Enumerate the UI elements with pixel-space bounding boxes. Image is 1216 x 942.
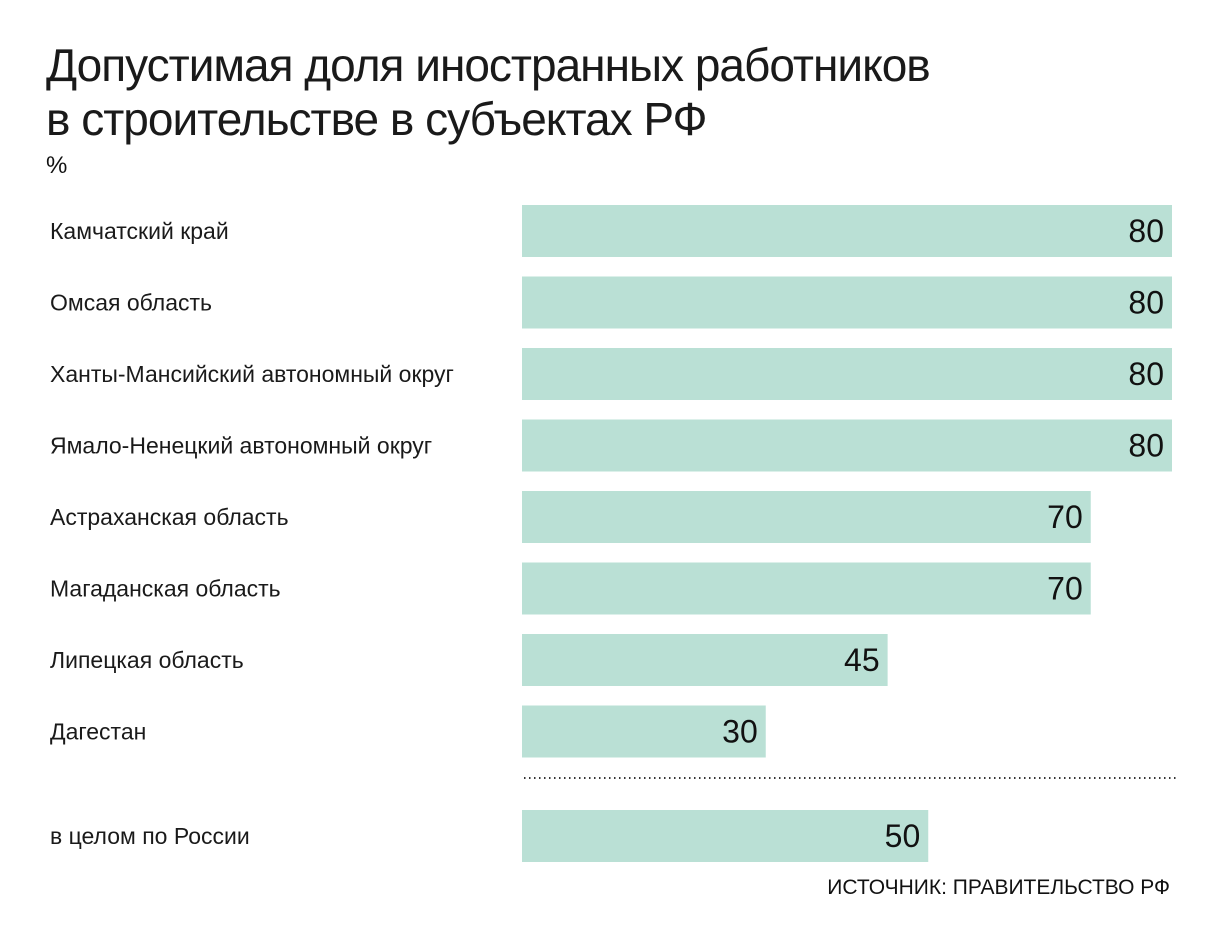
data-label-1: 80 xyxy=(1128,285,1164,321)
category-label-6: Липецкая область xyxy=(50,647,244,673)
data-label-2: 80 xyxy=(1128,356,1164,392)
data-label-total: 50 xyxy=(885,818,921,854)
bar-1 xyxy=(522,276,1172,329)
category-label-1: Омсая область xyxy=(50,290,212,316)
chart-title: Допустимая доля иностранных работников в… xyxy=(46,38,931,146)
category-label-7: Дагестан xyxy=(50,719,146,745)
data-label-4: 70 xyxy=(1047,499,1083,535)
data-label-5: 70 xyxy=(1047,571,1083,607)
data-label-7: 30 xyxy=(722,714,758,750)
category-label-5: Магаданская область xyxy=(50,576,281,602)
bar-0 xyxy=(522,205,1172,257)
category-label-4: Астраханская область xyxy=(50,504,289,530)
bar-3 xyxy=(522,419,1172,472)
bar-2 xyxy=(522,348,1172,400)
data-label-6: 45 xyxy=(844,642,880,678)
bar-7 xyxy=(522,705,766,758)
source-note: ИСТОЧНИК: ПРАВИТЕЛЬСТВО РФ xyxy=(827,876,1170,899)
bar-5 xyxy=(522,562,1091,615)
category-label-0: Камчатский край xyxy=(50,218,229,244)
unit-label: % xyxy=(46,152,68,179)
bar-total xyxy=(522,810,929,862)
category-label-3: Ямало-Ненецкий автономный округ xyxy=(50,433,432,459)
data-label-3: 80 xyxy=(1128,428,1164,464)
chart-title-line-2: в строительстве в субъектах РФ xyxy=(46,93,707,145)
category-label-2: Ханты-Мансийский автономный округ xyxy=(50,361,454,387)
chart-title-line-1: Допустимая доля иностранных работников xyxy=(46,39,931,91)
bar-6 xyxy=(522,634,888,686)
bar-4 xyxy=(522,491,1091,543)
data-label-0: 80 xyxy=(1128,213,1164,249)
category-label-total: в целом по России xyxy=(50,823,250,849)
